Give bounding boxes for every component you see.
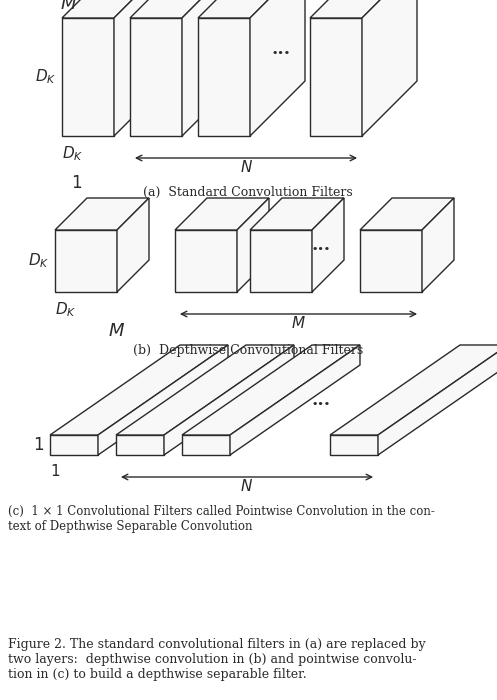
Polygon shape (130, 18, 182, 136)
Polygon shape (164, 345, 294, 455)
Polygon shape (237, 198, 269, 292)
Polygon shape (50, 435, 98, 455)
Polygon shape (250, 230, 312, 292)
Polygon shape (116, 435, 164, 455)
Text: (a)  Standard Convolution Filters: (a) Standard Convolution Filters (143, 186, 353, 199)
Polygon shape (198, 0, 305, 18)
Polygon shape (310, 18, 362, 136)
Text: $N$: $N$ (241, 478, 253, 494)
Text: $D_K$: $D_K$ (35, 68, 56, 86)
Polygon shape (310, 0, 417, 18)
Polygon shape (98, 345, 228, 455)
Text: ...: ... (312, 391, 331, 409)
Text: $M$: $M$ (291, 315, 306, 331)
Polygon shape (362, 0, 417, 136)
Polygon shape (114, 0, 169, 136)
Text: (b)  Depthwise Convolutional Filters: (b) Depthwise Convolutional Filters (133, 344, 363, 357)
Polygon shape (50, 345, 228, 435)
Text: $1$: $1$ (33, 437, 44, 454)
Polygon shape (55, 198, 149, 230)
Polygon shape (198, 18, 250, 136)
Text: $N$: $N$ (240, 159, 252, 175)
Polygon shape (116, 345, 294, 435)
Text: ...: ... (312, 236, 331, 254)
Text: (c)  1 × 1 Convolutional Filters called Pointwise Convolution in the con-
text o: (c) 1 × 1 Convolutional Filters called P… (8, 505, 435, 533)
Polygon shape (250, 0, 305, 136)
Text: Figure 2. The standard convolutional filters in (a) are replaced by
two layers: : Figure 2. The standard convolutional fil… (8, 638, 426, 681)
Polygon shape (360, 230, 422, 292)
Text: $1$: $1$ (50, 463, 60, 479)
Polygon shape (378, 345, 497, 455)
Polygon shape (117, 198, 149, 292)
Polygon shape (175, 198, 269, 230)
Polygon shape (62, 0, 169, 18)
Polygon shape (250, 198, 344, 230)
Polygon shape (360, 198, 454, 230)
Text: $D_K$: $D_K$ (55, 300, 77, 318)
Polygon shape (182, 0, 237, 136)
Text: $D_K$: $D_K$ (28, 251, 49, 270)
Text: $M$: $M$ (108, 322, 126, 340)
Polygon shape (62, 18, 114, 136)
Text: $M$: $M$ (60, 0, 77, 13)
Polygon shape (175, 230, 237, 292)
Polygon shape (55, 230, 117, 292)
Polygon shape (130, 0, 237, 18)
Polygon shape (230, 345, 360, 455)
Text: $1$: $1$ (71, 175, 82, 192)
Text: $D_K$: $D_K$ (62, 144, 83, 162)
Polygon shape (330, 435, 378, 455)
Polygon shape (330, 345, 497, 435)
Polygon shape (312, 198, 344, 292)
Text: ...: ... (272, 41, 291, 59)
Polygon shape (422, 198, 454, 292)
Polygon shape (182, 435, 230, 455)
Polygon shape (182, 345, 360, 435)
